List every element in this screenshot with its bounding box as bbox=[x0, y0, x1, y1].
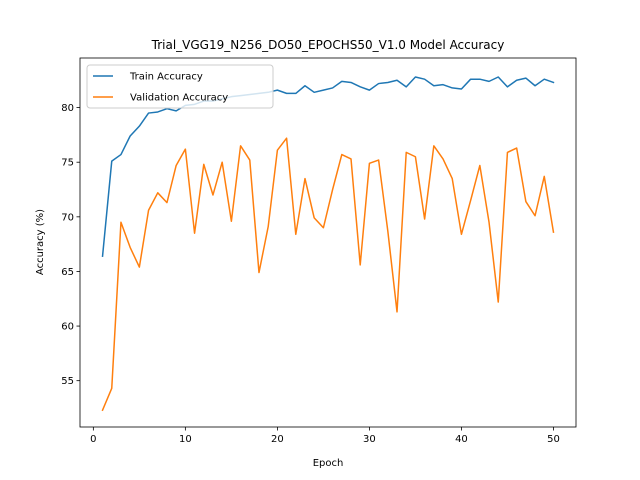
x-tick-label: 30 bbox=[363, 434, 376, 445]
y-tick-label: 55 bbox=[61, 376, 74, 387]
legend-label-train: Train Accuracy bbox=[129, 72, 203, 83]
y-tick-label: 70 bbox=[61, 212, 74, 223]
y-tick-label: 80 bbox=[61, 103, 74, 114]
y-tick-label: 65 bbox=[61, 267, 74, 278]
y-tick-label: 60 bbox=[61, 322, 74, 333]
series-line-validation bbox=[101, 137, 555, 412]
series-line-train bbox=[101, 76, 555, 257]
x-tick-label: 0 bbox=[90, 434, 96, 445]
legend: Train Accuracy Validation Accuracy bbox=[86, 64, 274, 109]
plot-area: 0 10 20 30 40 50 55 60 65 70 75 80 bbox=[61, 57, 577, 445]
chart-title: Trial_VGG19_N256_DO50_EPOCHS50_V1.0 Mode… bbox=[151, 38, 505, 52]
x-tick-label: 40 bbox=[455, 434, 468, 445]
legend-label-validation: Validation Accuracy bbox=[130, 93, 228, 104]
axes-frame bbox=[79, 57, 577, 428]
y-tick-label: 75 bbox=[61, 158, 74, 169]
x-axis-label: Epoch bbox=[313, 458, 344, 469]
x-tick-label: 20 bbox=[271, 434, 284, 445]
y-axis-label: Accuracy (%) bbox=[35, 209, 46, 275]
x-tick-label: 50 bbox=[547, 434, 560, 445]
legend-box bbox=[86, 64, 274, 109]
x-tick-label: 10 bbox=[179, 434, 192, 445]
